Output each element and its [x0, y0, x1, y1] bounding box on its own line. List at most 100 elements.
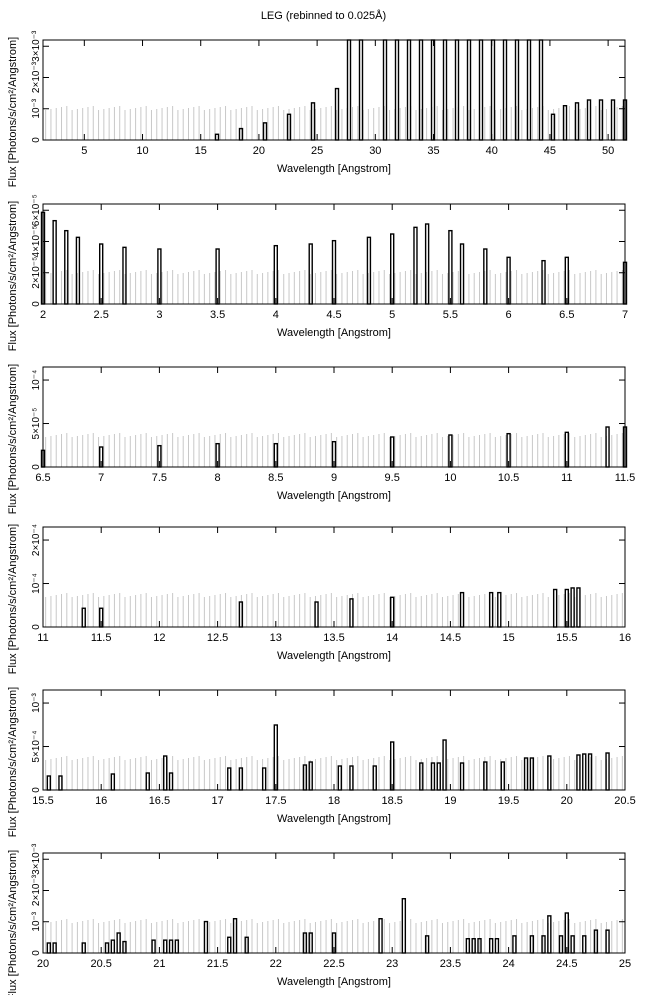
flux-bar	[214, 133, 220, 141]
x-tick-label: 13.5	[323, 632, 344, 644]
flux-bar	[163, 755, 168, 791]
x-tick-label: 4	[273, 309, 279, 321]
flux-bar	[174, 939, 180, 954]
flux-bar	[314, 601, 319, 628]
flux-bar	[582, 753, 587, 791]
flux-bar	[442, 39, 448, 141]
x-tick-label: 7	[622, 309, 628, 321]
flux-bar	[454, 39, 460, 141]
flux-bar	[331, 239, 337, 305]
flux-bar	[541, 259, 546, 305]
flux-bar	[483, 761, 488, 791]
flux-bar	[512, 935, 517, 954]
x-tick-label: 23	[386, 958, 398, 970]
x-tick-label: 7.5	[152, 472, 167, 484]
x-axis-label: Wavelength [Angstrom]	[277, 327, 391, 339]
y-tick-label: 10⁻³	[31, 98, 42, 118]
flux-bar	[587, 753, 593, 791]
flux-bar	[552, 588, 558, 628]
flux-bar	[574, 102, 580, 141]
flux-bar	[586, 99, 592, 141]
flux-bar	[308, 243, 313, 305]
flux-bar	[459, 243, 465, 305]
flux-bar	[502, 39, 508, 141]
flux-bar	[529, 935, 535, 954]
flux-bar	[238, 767, 244, 791]
flux-bar	[310, 102, 316, 141]
flux-bar	[526, 39, 532, 141]
x-tick-label: 11.5	[91, 632, 112, 644]
flux-bar	[576, 587, 581, 628]
x-tick-label: 5	[81, 145, 87, 157]
flux-bar	[605, 752, 610, 791]
x-tick-label: 17.5	[265, 795, 286, 807]
x-tick-label: 17	[211, 795, 223, 807]
flux-bar	[448, 229, 453, 305]
x-tick-label: 10	[136, 145, 148, 157]
y-tick-label: 5×10⁻⁴	[31, 730, 42, 762]
x-tick-label: 13	[270, 632, 282, 644]
y-tick-label: 0	[31, 137, 42, 143]
x-tick-label: 11	[561, 472, 572, 484]
flux-bar	[471, 938, 476, 954]
flux-bar	[562, 105, 568, 141]
flux-bar	[610, 99, 616, 141]
flux-bar	[424, 223, 430, 305]
x-tick-label: 16.5	[149, 795, 170, 807]
flux-bar	[358, 39, 364, 141]
flux-bar	[394, 39, 400, 141]
y-tick-label: 0	[31, 787, 42, 793]
flux-bar	[506, 256, 511, 305]
x-tick-label: 23.5	[440, 958, 461, 970]
x-tick-label: 2.5	[94, 309, 109, 321]
flux-bar	[346, 39, 352, 141]
flux-bar	[413, 226, 418, 305]
x-tick-label: 15	[502, 632, 514, 644]
flux-bar	[372, 765, 377, 791]
x-tick-label: 6.5	[559, 309, 574, 321]
flux-bar	[52, 219, 57, 305]
y-tick-label: 2×10⁻³	[31, 874, 42, 906]
y-tick-label: 4×10⁻⁵	[31, 226, 42, 258]
x-tick-label: 3.5	[210, 309, 225, 321]
flux-bar	[497, 591, 502, 628]
x-tick-label: 16	[619, 632, 631, 644]
x-axis-label: Wavelength [Angstrom]	[277, 976, 391, 988]
flux-bar	[570, 935, 575, 954]
flux-bar	[122, 246, 127, 305]
flux-bar	[337, 765, 343, 791]
x-tick-label: 50	[602, 145, 614, 157]
x-tick-label: 15.5	[556, 632, 577, 644]
flux-bar	[605, 929, 610, 954]
y-tick-label: 2×10⁻⁵	[31, 257, 42, 289]
x-tick-label: 9.5	[385, 472, 400, 484]
flux-bar	[436, 762, 441, 791]
y-tick-label: 10⁻⁴	[31, 370, 42, 391]
y-tick-label: 10⁻³	[31, 911, 42, 931]
x-tick-label: 45	[544, 145, 556, 157]
y-tick-label: 5×10⁻⁵	[31, 408, 42, 440]
x-tick-label: 22.5	[323, 958, 344, 970]
flux-bar	[232, 918, 238, 954]
flux-bar	[145, 772, 150, 791]
flux-bar	[576, 754, 581, 791]
x-axis-label: Wavelength [Angstrom]	[277, 490, 391, 502]
y-axis-label: Flux [Photons/s/cm²/Angstrom]	[7, 687, 19, 837]
flux-bar	[564, 256, 569, 305]
x-tick-label: 12.5	[207, 632, 228, 644]
x-tick-label: 2	[40, 309, 46, 321]
y-axis-label: Flux [Photons/s/cm²/Angstrom]	[7, 37, 19, 187]
x-tick-label: 5.5	[443, 309, 458, 321]
flux-bar	[430, 762, 436, 791]
flux-bar	[46, 775, 52, 791]
flux-bar	[541, 935, 546, 954]
flux-bar	[75, 236, 81, 305]
flux-bar	[238, 601, 244, 628]
flux-bar	[168, 772, 174, 791]
x-axis-label: Wavelength [Angstrom]	[277, 650, 391, 662]
flux-bar	[104, 942, 110, 954]
flux-bar	[538, 39, 544, 141]
x-tick-label: 20.5	[90, 958, 111, 970]
x-tick-label: 19.5	[498, 795, 519, 807]
flux-bar	[430, 39, 436, 141]
